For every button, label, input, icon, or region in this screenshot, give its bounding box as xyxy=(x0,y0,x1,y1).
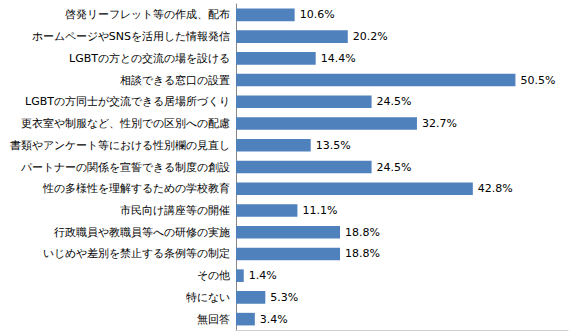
svg-text:特にない: 特にない xyxy=(186,291,230,304)
svg-text:書類やアンケート等における性別欄の見直し: 書類やアンケート等における性別欄の見直し xyxy=(10,139,230,152)
svg-text:LGBTの方同士が交流できる居場所づくり: LGBTの方同士が交流できる居場所づくり xyxy=(25,95,230,108)
svg-text:無回答: 無回答 xyxy=(197,313,230,326)
svg-text:パートナーの関係を宣誓できる制度の創設: パートナーの関係を宣誓できる制度の創設 xyxy=(20,161,230,174)
svg-text:ホームページやSNSを活用した情報発信: ホームページやSNSを活用した情報発信 xyxy=(32,30,230,43)
svg-text:32.7%: 32.7% xyxy=(422,117,457,130)
svg-text:24.5%: 24.5% xyxy=(377,161,412,174)
svg-text:13.5%: 13.5% xyxy=(316,139,351,152)
svg-text:更衣室や制服など、性別での区別への配慮: 更衣室や制服など、性別での区別への配慮 xyxy=(21,117,230,130)
svg-text:10.6%: 10.6% xyxy=(300,8,335,21)
svg-text:5.3%: 5.3% xyxy=(270,291,298,304)
svg-text:24.5%: 24.5% xyxy=(377,95,412,108)
svg-text:いじめや差別を禁止する条例等の制定: いじめや差別を禁止する条例等の制定 xyxy=(43,247,230,260)
svg-text:50.5%: 50.5% xyxy=(520,74,555,87)
svg-text:LGBTの方との交流の場を設ける: LGBTの方との交流の場を設ける xyxy=(69,52,230,65)
svg-text:18.8%: 18.8% xyxy=(345,247,380,260)
svg-text:20.2%: 20.2% xyxy=(353,30,388,43)
svg-text:18.8%: 18.8% xyxy=(345,226,380,239)
svg-text:性の多様性を理解するための学校教育: 性の多様性を理解するための学校教育 xyxy=(42,182,230,195)
svg-text:3.4%: 3.4% xyxy=(260,313,288,326)
svg-text:1.4%: 1.4% xyxy=(249,269,277,282)
svg-text:啓発リーフレット等の作成、配布: 啓発リーフレット等の作成、配布 xyxy=(65,8,230,21)
svg-text:42.8%: 42.8% xyxy=(478,182,513,195)
svg-text:市民向け講座等の開催: 市民向け講座等の開催 xyxy=(120,204,230,217)
svg-text:11.1%: 11.1% xyxy=(302,204,337,217)
svg-text:行政職員や教職員等への研修の実施: 行政職員や教職員等への研修の実施 xyxy=(54,226,230,239)
svg-text:14.4%: 14.4% xyxy=(321,52,356,65)
svg-text:その他: その他 xyxy=(197,269,230,282)
svg-text:相談できる窓口の設置: 相談できる窓口の設置 xyxy=(120,74,230,87)
